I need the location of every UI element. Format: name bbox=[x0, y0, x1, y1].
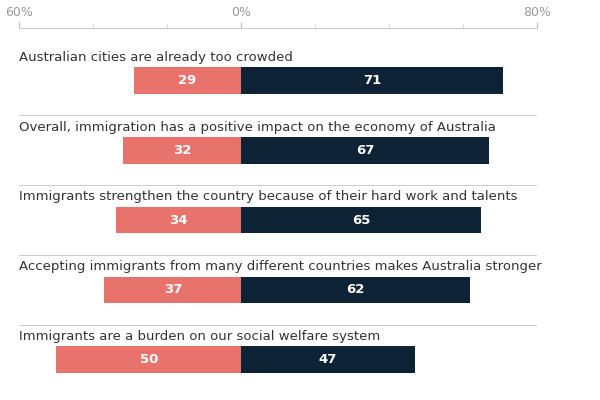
Bar bbox=[116, 207, 241, 233]
Bar bbox=[56, 346, 241, 373]
Bar bbox=[123, 137, 241, 164]
Text: 47: 47 bbox=[319, 353, 337, 366]
Text: Australian cities are already too crowded: Australian cities are already too crowde… bbox=[19, 51, 293, 64]
Text: 34: 34 bbox=[169, 214, 188, 226]
Text: Overall, immigration has a positive impact on the economy of Australia: Overall, immigration has a positive impa… bbox=[19, 120, 496, 134]
Text: 67: 67 bbox=[356, 144, 374, 157]
Bar bbox=[241, 276, 470, 303]
Text: 37: 37 bbox=[164, 283, 182, 296]
Bar bbox=[241, 137, 488, 164]
Bar bbox=[134, 67, 241, 94]
Bar bbox=[241, 207, 481, 233]
Text: 50: 50 bbox=[140, 353, 158, 366]
Text: Immigrants strengthen the country because of their hard work and talents: Immigrants strengthen the country becaus… bbox=[19, 190, 518, 203]
Text: 71: 71 bbox=[363, 74, 382, 87]
Text: Accepting immigrants from many different countries makes Australia stronger: Accepting immigrants from many different… bbox=[19, 260, 542, 273]
Bar bbox=[241, 346, 415, 373]
Bar bbox=[241, 67, 503, 94]
Text: Immigrants are a burden on our social welfare system: Immigrants are a burden on our social we… bbox=[19, 330, 381, 343]
Bar bbox=[104, 276, 241, 303]
Text: 29: 29 bbox=[178, 74, 197, 87]
Text: 62: 62 bbox=[346, 283, 365, 296]
Text: 65: 65 bbox=[352, 214, 370, 226]
Text: 32: 32 bbox=[173, 144, 191, 157]
